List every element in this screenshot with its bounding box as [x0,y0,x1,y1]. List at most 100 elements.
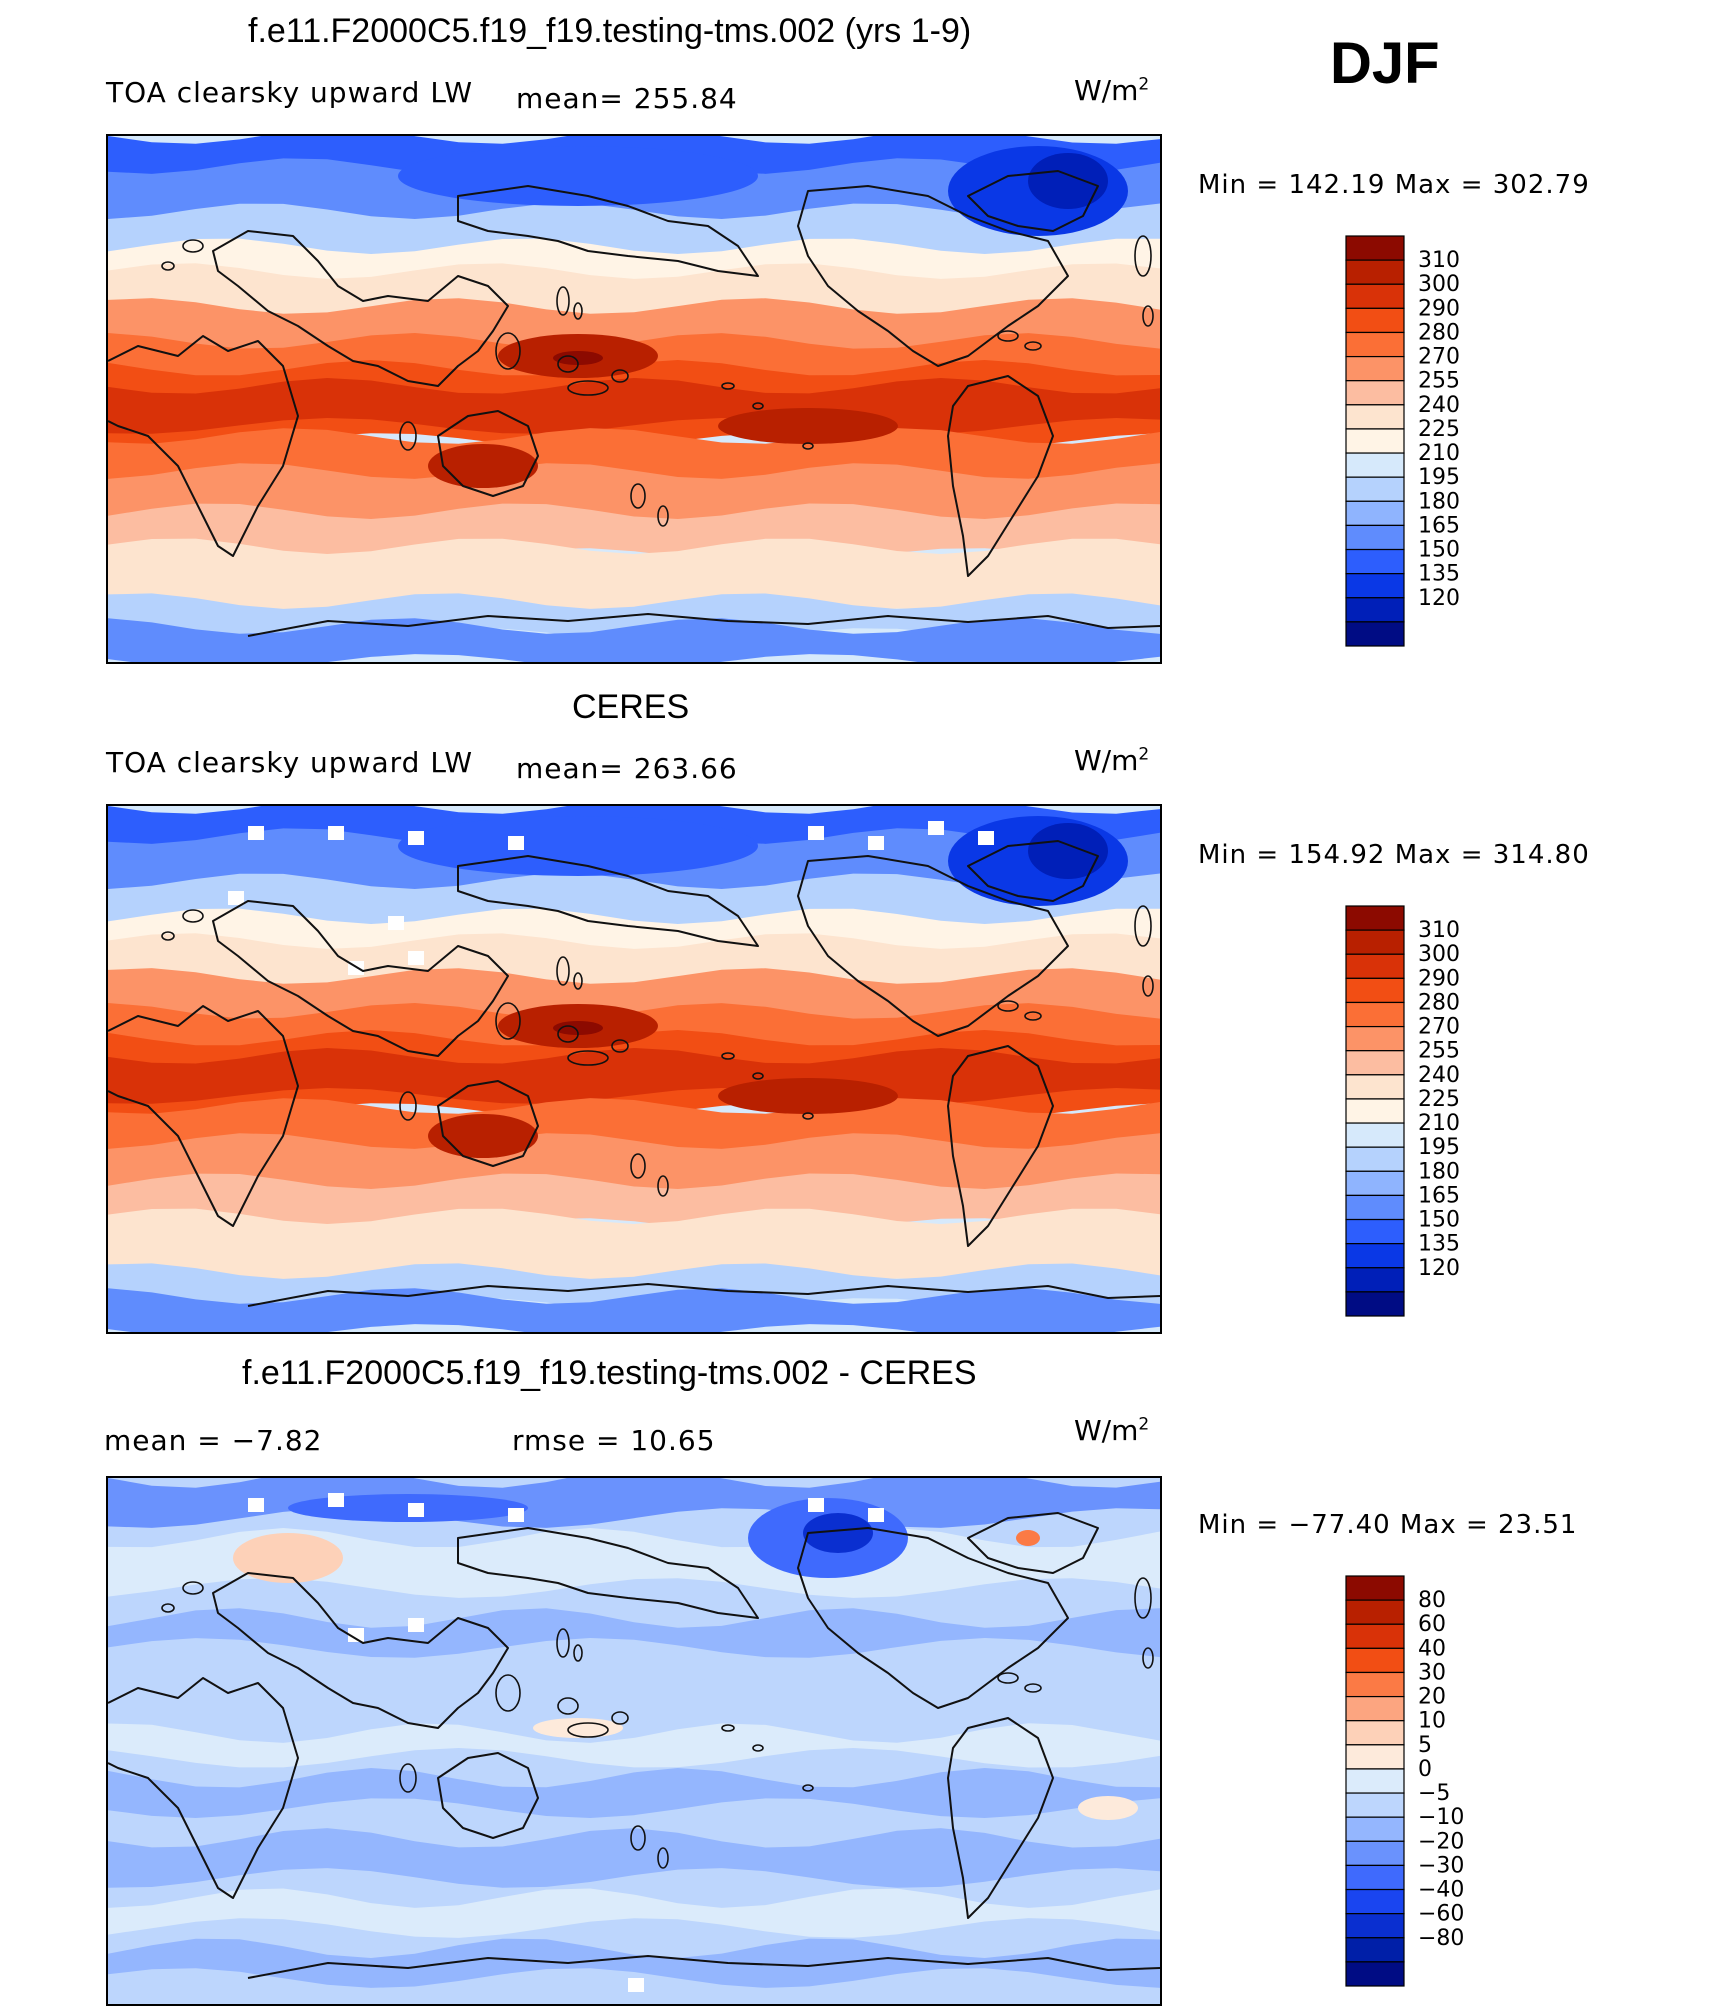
colorbar-tick-label: 240 [1418,1063,1460,1088]
colorbar-box [1345,1170,1405,1197]
missing-data [628,1978,644,1992]
colorbar-box [1345,452,1405,478]
colorbar-tick-label: 310 [1418,918,1460,943]
colorbar-box [1345,953,1405,979]
island-coastline [573,302,583,320]
coastline [967,170,1099,232]
colorbar-tick-label: 270 [1418,1015,1460,1040]
colorbar-tick-label: 195 [1418,1135,1460,1160]
panel2-minmax: Min = 154.92 Max = 314.80 [1198,840,1590,870]
colorbar-tick-label: 270 [1418,345,1460,370]
island-coastline [556,956,570,986]
panel2-title: CERES [572,688,690,726]
island-coastline [1134,905,1152,947]
colorbar-tick-label: 290 [1418,966,1460,991]
colorbar-tick-label: 225 [1418,1087,1460,1112]
island-coastline [752,402,764,410]
colorbar-tick-label: 0 [1418,1757,1432,1782]
panel3-colorbar: 80 60 40 30 20 10 5 0 −5 −10 −20 −30 −40 −60 −80 [1345,1575,1546,1996]
island-coastline [611,1711,629,1725]
colorbar-box [1345,1122,1405,1148]
missing-data [508,1508,524,1522]
colorbar-tick-label: 280 [1418,320,1460,345]
colorbar-tick-label: 195 [1418,465,1460,490]
panel1-colorbar-svg: 3103002902802702552402252101951801651501… [1345,235,1460,647]
island-coastline [1024,1011,1042,1021]
colorbar-box [1345,1671,1405,1698]
colorbar-tick-label: 210 [1418,441,1460,466]
panel1-minmax: Min = 142.19 Max = 302.79 [1198,170,1590,200]
field-contour-band [108,1048,1160,1104]
missing-data [248,1498,264,1512]
island-coastline [556,1628,570,1658]
colorbar-tick-label: 300 [1418,272,1460,297]
panel1-units: W/m2 [1074,74,1150,107]
island-coastline [567,1050,609,1066]
island-coastline [997,1672,1019,1684]
colorbar-box [1345,355,1405,382]
island-coastline [495,1002,521,1040]
colorbar-box [1345,1599,1405,1625]
colorbar-tick-label: 300 [1418,942,1460,967]
colorbar-tick-label: −40 [1418,1878,1464,1903]
colorbar-box [1345,1864,1405,1891]
island-coastline [557,355,579,373]
colorbar-box [1345,524,1405,551]
colorbar-box [1345,597,1405,623]
island-coastline [1134,235,1152,277]
colorbar-tick-label: 255 [1418,369,1460,394]
island-coastline [495,1674,521,1712]
colorbar-tick-label: 20 [1418,1685,1446,1710]
coastline [797,1527,1069,1709]
colorbar-box [1345,1816,1405,1842]
panel3-mean: mean = −7.82 [104,1424,323,1457]
colorbar-box [1345,1050,1405,1076]
colorbar-tick-label: 30 [1418,1660,1446,1685]
coastline [212,900,509,1057]
missing-data [228,891,244,905]
island-coastline [182,909,204,923]
colorbar-box [1345,1001,1405,1028]
colorbar-box [1345,1146,1405,1172]
coastline [247,613,1160,637]
colorbar-box [1345,235,1405,261]
island-coastline [495,332,521,370]
cold-region [398,816,758,876]
colorbar-tick-label: 165 [1418,513,1460,538]
coastline [797,855,1069,1037]
coastline [437,1080,539,1167]
island-coastline [161,1603,175,1613]
panel2-map [106,804,1162,1334]
cold-region [1028,823,1108,879]
field-contour-band [108,1888,1160,1938]
colorbar-box [1345,307,1405,334]
missing-data [978,831,994,845]
island-coastline [721,1724,735,1732]
missing-data [868,836,884,850]
colorbar-tick-label: −5 [1418,1781,1450,1806]
coastline [947,1045,1054,1247]
missing-data [508,836,524,850]
island-coastline [161,261,175,271]
island-coastline [752,1744,764,1752]
island-coastline [573,1644,583,1662]
missing-data [348,1628,364,1642]
island-coastline [1142,1647,1154,1669]
colorbar-box [1345,1913,1405,1939]
panel1-mean: mean= 255.84 [516,82,738,115]
colorbar-box [1345,977,1405,1004]
colorbar-box [1345,1025,1405,1052]
colorbar-tick-label: 40 [1418,1636,1446,1661]
colorbar-tick-label: 280 [1418,990,1460,1015]
colorbar-tick-label: −60 [1418,1902,1464,1927]
island-coastline [556,286,570,316]
island-coastline [802,442,814,450]
panel3-units: W/m2 [1074,1414,1150,1447]
missing-data [388,916,404,930]
coastline [212,230,509,387]
panel3-map-field [108,1478,1160,2004]
coastline [108,1677,299,1899]
colorbar-box [1345,1720,1405,1746]
colorbar-box [1345,1291,1405,1317]
warm-pool [718,1078,898,1114]
